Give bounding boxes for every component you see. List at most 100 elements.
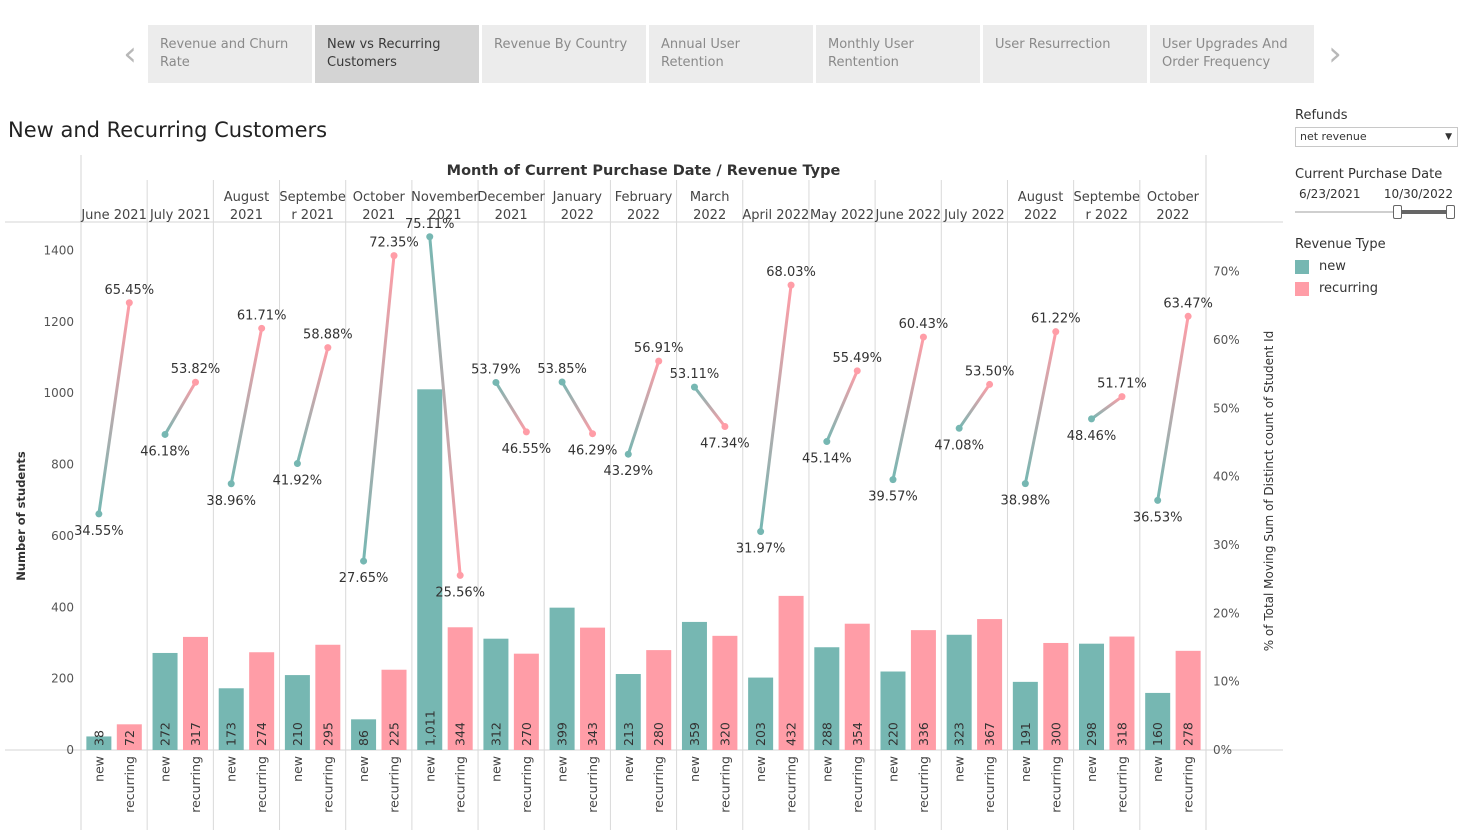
bar-value-label-recurring: 344 <box>453 722 468 746</box>
pct-label-new: 46.18% <box>140 444 190 459</box>
caret-down-icon: ▼ <box>1445 132 1452 142</box>
sub-category-label-recurring: recurring <box>519 756 534 813</box>
bar-recurring <box>182 636 208 750</box>
y2-tick-label: 40% <box>1213 470 1240 484</box>
legend-item-new[interactable]: new <box>1295 259 1465 274</box>
pct-label-new: 36.53% <box>1133 510 1183 525</box>
chart-title: Month of Current Purchase Date / Revenue… <box>447 163 841 179</box>
sub-category-label-recurring: recurring <box>982 756 997 813</box>
bar-value-label-recurring: 225 <box>387 722 402 746</box>
pct-label-recurring: 60.43% <box>899 317 949 332</box>
column-header-label: October <box>1147 190 1200 205</box>
pct-label-recurring: 72.35% <box>369 236 419 251</box>
bar-recurring <box>315 644 341 750</box>
date-range-end: 10/30/2022 <box>1383 187 1453 201</box>
pct-point-new <box>227 480 235 488</box>
bar-new <box>549 607 575 750</box>
sub-category-label-new: new <box>753 756 768 782</box>
pct-line <box>229 326 264 486</box>
pct-line <box>295 346 330 466</box>
bar-value-label-new: 272 <box>158 722 173 746</box>
slider-end-handle[interactable] <box>1446 205 1455 219</box>
legend-title: Revenue Type <box>1295 237 1386 252</box>
y-tick-label: 1000 <box>43 386 74 400</box>
pct-point-new <box>823 438 831 446</box>
bar-value-label-new: 323 <box>952 722 967 746</box>
tab-monthly-user-retention[interactable]: Monthly User Rentention <box>816 25 980 83</box>
pct-label-new: 39.57% <box>868 490 918 505</box>
pct-point-new <box>558 378 566 386</box>
bar-value-label-new: 86 <box>356 730 371 746</box>
bar-value-label-recurring: 300 <box>1048 722 1063 746</box>
date-range-slider[interactable] <box>1295 205 1455 219</box>
pct-label-recurring: 58.88% <box>303 328 353 343</box>
bar-recurring <box>778 595 804 750</box>
pct-label-new: 45.14% <box>802 452 852 467</box>
sub-category-label-new: new <box>621 756 636 782</box>
bar-recurring <box>580 627 606 750</box>
pct-point-recurring <box>258 324 266 332</box>
pct-line <box>1156 314 1190 502</box>
sub-category-label-new: new <box>885 756 900 782</box>
pct-point-new <box>624 450 632 458</box>
refunds-dropdown-value: net revenue <box>1300 130 1367 143</box>
bar-recurring <box>712 635 738 750</box>
y2-tick-label: 60% <box>1213 333 1240 347</box>
bar-recurring <box>844 623 870 750</box>
column-header-label: January <box>552 190 603 205</box>
y-axis-title: Number of students <box>14 451 28 581</box>
chevron-right-icon[interactable]: › <box>1328 34 1342 74</box>
sub-category-label-recurring: recurring <box>850 756 865 813</box>
column-header-label: 2022 <box>693 208 726 223</box>
pct-line <box>97 301 131 516</box>
tab-revenue-and-churn-rate[interactable]: Revenue and Churn Rate <box>148 25 312 83</box>
y2-tick-label: 50% <box>1213 401 1240 415</box>
bar-value-label-new: 288 <box>819 722 834 746</box>
bar-value-label-new: 210 <box>290 722 305 746</box>
y-tick-label: 400 <box>51 600 74 614</box>
bar-new <box>218 688 244 750</box>
bar-value-label-recurring: 274 <box>254 722 269 746</box>
bar-value-label-recurring: 367 <box>982 722 997 746</box>
bar-new <box>483 638 509 750</box>
bar-new <box>284 675 310 750</box>
y-tick-label: 800 <box>51 458 74 472</box>
tab-user-resurrection[interactable]: User Resurrection <box>983 25 1147 83</box>
bar-value-label-recurring: 320 <box>717 722 732 746</box>
pct-label-recurring: 55.49% <box>832 351 882 366</box>
column-header-label: February <box>615 190 673 205</box>
column-header-label: November <box>411 190 479 205</box>
tab-revenue-by-country[interactable]: Revenue By Country <box>482 25 646 83</box>
sub-category-label-new: new <box>224 756 239 782</box>
bar-recurring <box>1175 650 1201 750</box>
sub-category-label-recurring: recurring <box>1181 756 1196 813</box>
pct-label-recurring: 68.03% <box>766 265 816 280</box>
bar-value-label-new: 220 <box>885 722 900 746</box>
slider-start-handle[interactable] <box>1393 205 1402 219</box>
pct-line <box>1090 395 1124 421</box>
tab-annual-user-retention[interactable]: Annual User Retention <box>649 25 813 83</box>
bar-value-label-new: 203 <box>753 722 768 746</box>
pct-point-recurring <box>919 333 927 341</box>
tab-user-upgrades-and-order-frequency[interactable]: User Upgrades And Order Frequency <box>1150 25 1314 83</box>
refunds-dropdown[interactable]: net revenue ▼ <box>1295 127 1458 147</box>
pct-point-recurring <box>522 428 530 436</box>
bar-new <box>86 736 112 750</box>
pct-line <box>759 283 793 534</box>
bar-new <box>351 719 377 750</box>
bar-recurring <box>910 630 936 750</box>
chart-pct-lines <box>95 233 1192 579</box>
tab-new-vs-recurring-customers[interactable]: New vs Recurring Customers <box>315 25 479 83</box>
column-header-label: March <box>690 190 730 205</box>
chevron-left-icon[interactable]: ‹ <box>123 34 137 74</box>
column-header-label: r 2022 <box>1085 208 1128 223</box>
column-header-label: July 2022 <box>943 208 1005 223</box>
pct-point-new <box>426 233 434 241</box>
y2-tick-label: 10% <box>1213 675 1240 689</box>
bar-value-label-new: 38 <box>91 730 106 746</box>
pct-point-recurring <box>986 380 994 388</box>
bar-new <box>1012 681 1038 750</box>
legend-item-recurring[interactable]: recurring <box>1295 281 1465 296</box>
pct-label-new: 47.08% <box>934 438 984 453</box>
bar-value-label-new: 191 <box>1018 722 1033 746</box>
